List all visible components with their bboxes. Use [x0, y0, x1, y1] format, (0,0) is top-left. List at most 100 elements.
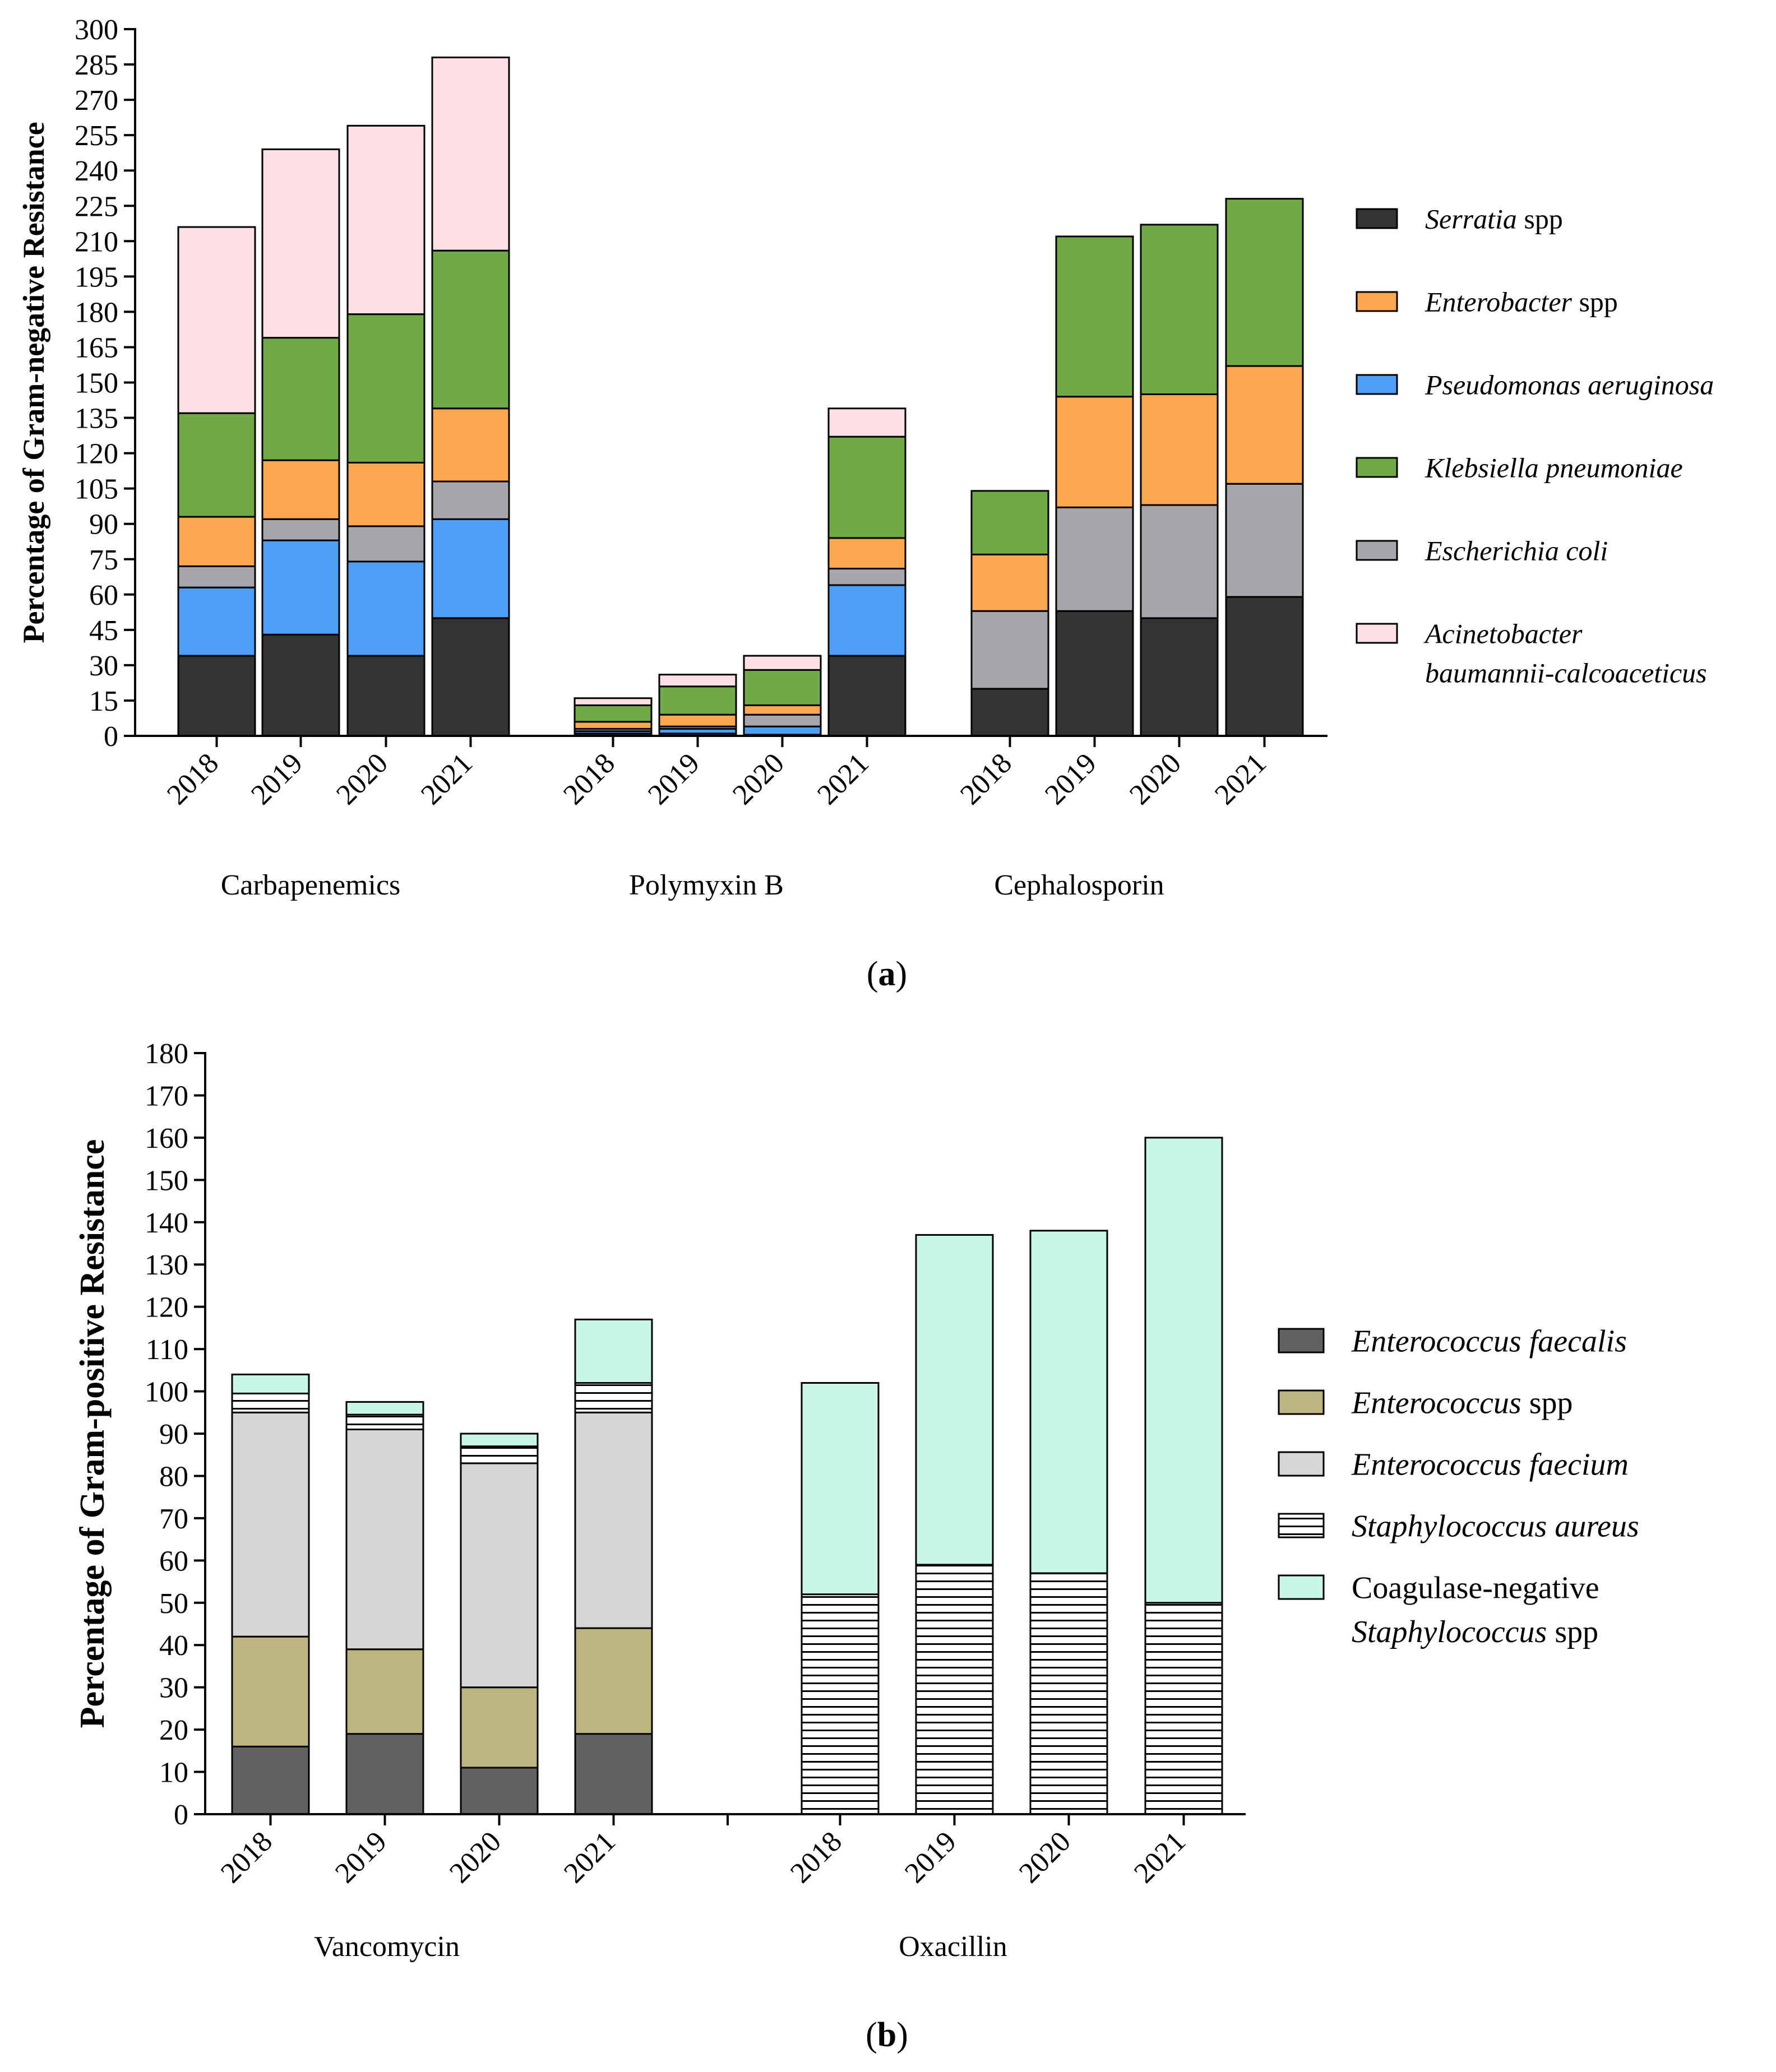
- x-tick-label: 2019: [899, 1825, 963, 1889]
- x-tick-label: 2018: [215, 1825, 279, 1889]
- group-label: Oxacillin: [899, 1931, 1007, 1963]
- group-label: Vancomycin: [314, 1931, 460, 1963]
- bar-segment: [231, 1635, 310, 1747]
- bar-segment: [574, 1733, 653, 1815]
- bar-segment: [345, 1428, 424, 1651]
- legend-label: Enterobacter spp: [1424, 286, 1618, 318]
- bar-segment: [1055, 396, 1134, 508]
- bar-segment: [915, 1234, 994, 1566]
- bar-segment: [431, 56, 510, 252]
- bar-segment: [177, 586, 256, 657]
- legend-swatch: [1356, 208, 1398, 229]
- legend-swatch: [1278, 1389, 1325, 1415]
- bar-segment: [177, 226, 256, 414]
- bar-segment: [1144, 1137, 1223, 1604]
- bar-segment: [346, 313, 425, 463]
- bar-segment: [1225, 483, 1304, 598]
- y-tick-label: 120: [75, 438, 118, 470]
- y-tick-label: 135: [75, 403, 118, 435]
- legend-label: Enterococcus faecium: [1351, 1448, 1629, 1482]
- legend-label: baumannii-calcoaceticus: [1425, 657, 1707, 689]
- bar-segment: [431, 617, 510, 737]
- bar-segment: [261, 539, 340, 636]
- bar-segment: [346, 525, 425, 563]
- y-tick-label: 210: [75, 226, 118, 258]
- bar-segment: [1144, 1602, 1223, 1815]
- bar-segment: [231, 1745, 310, 1815]
- bar-segment: [261, 459, 340, 520]
- y-tick-label: 240: [75, 155, 118, 187]
- panel-label: (a): [867, 955, 907, 993]
- legend-swatch: [1278, 1574, 1325, 1600]
- bar-segment: [346, 124, 425, 316]
- y-tick-label: 80: [159, 1461, 188, 1492]
- y-axis-title: Percentage of Gram-negative Resistance: [17, 122, 50, 643]
- x-tick-label: 2021: [811, 747, 875, 811]
- y-tick-label: 0: [174, 1799, 188, 1831]
- y-tick-label: 225: [75, 191, 118, 223]
- bar-segment: [1055, 610, 1134, 737]
- bar-segment: [801, 1593, 880, 1815]
- legend-label: Staphylococcus aureus: [1352, 1509, 1639, 1544]
- y-tick-label: 100: [145, 1376, 188, 1408]
- bar-segment: [658, 685, 737, 716]
- legend-swatch: [1356, 291, 1398, 312]
- y-tick-label: 300: [75, 14, 118, 46]
- x-tick-label: 2021: [415, 747, 479, 811]
- bar-segment: [431, 407, 510, 483]
- y-tick-label: 20: [159, 1714, 188, 1746]
- y-tick-label: 150: [145, 1165, 188, 1197]
- bar-segment: [231, 1411, 310, 1638]
- x-tick-label: 2019: [642, 747, 706, 811]
- bar-segment: [743, 655, 822, 671]
- bar-segment: [801, 1382, 880, 1596]
- x-tick-label: 2021: [1128, 1825, 1192, 1889]
- bar-segment: [431, 480, 510, 520]
- bar-segment: [574, 721, 653, 730]
- group-label: Cephalosporin: [994, 869, 1164, 901]
- panel-label: (b): [866, 2016, 908, 2054]
- legend-swatch: [1278, 1451, 1325, 1477]
- legend-label: Coagulase-negative: [1352, 1571, 1599, 1606]
- y-tick-label: 30: [159, 1672, 188, 1704]
- bar-segment: [1140, 224, 1219, 396]
- y-tick-label: 130: [145, 1249, 188, 1281]
- group-label: Polymyxin B: [629, 869, 784, 901]
- y-tick-label: 45: [89, 615, 118, 647]
- bar-segment: [345, 1413, 424, 1430]
- y-tick-label: 90: [159, 1419, 188, 1450]
- bar-segment: [460, 1445, 539, 1464]
- bar-segment: [1140, 504, 1219, 619]
- y-tick-label: 255: [75, 120, 118, 152]
- y-tick-label: 105: [75, 474, 118, 506]
- y-tick-label: 160: [145, 1123, 188, 1155]
- bar-segment: [177, 565, 256, 588]
- legend-label: Acinetobacter: [1423, 618, 1583, 650]
- bar-segment: [574, 1411, 653, 1629]
- legend-label: Klebsiella pneumoniae: [1424, 452, 1683, 484]
- bar-segment: [970, 490, 1049, 555]
- legend-swatch: [1278, 1513, 1325, 1538]
- bar-segment: [177, 516, 256, 567]
- x-tick-label: 2020: [1013, 1825, 1077, 1889]
- y-tick-label: 75: [89, 544, 118, 576]
- bar-segment: [827, 655, 906, 737]
- bar-segment: [431, 249, 510, 410]
- bar-segment: [1225, 596, 1304, 737]
- bar-segment: [827, 568, 906, 586]
- y-tick-label: 15: [89, 685, 118, 717]
- bar-segment: [1140, 617, 1219, 737]
- legend-label: Staphylococcus spp: [1352, 1615, 1598, 1649]
- x-tick-label: 2020: [330, 747, 394, 811]
- bar-segment: [346, 655, 425, 737]
- bar-segment: [345, 1733, 424, 1815]
- bar-segment: [346, 560, 425, 657]
- bar-segment: [658, 674, 737, 688]
- y-tick-label: 285: [75, 49, 118, 81]
- y-tick-label: 180: [75, 296, 118, 328]
- y-tick-label: 0: [104, 721, 118, 753]
- bar-segment: [574, 704, 653, 723]
- bar-segment: [915, 1564, 994, 1815]
